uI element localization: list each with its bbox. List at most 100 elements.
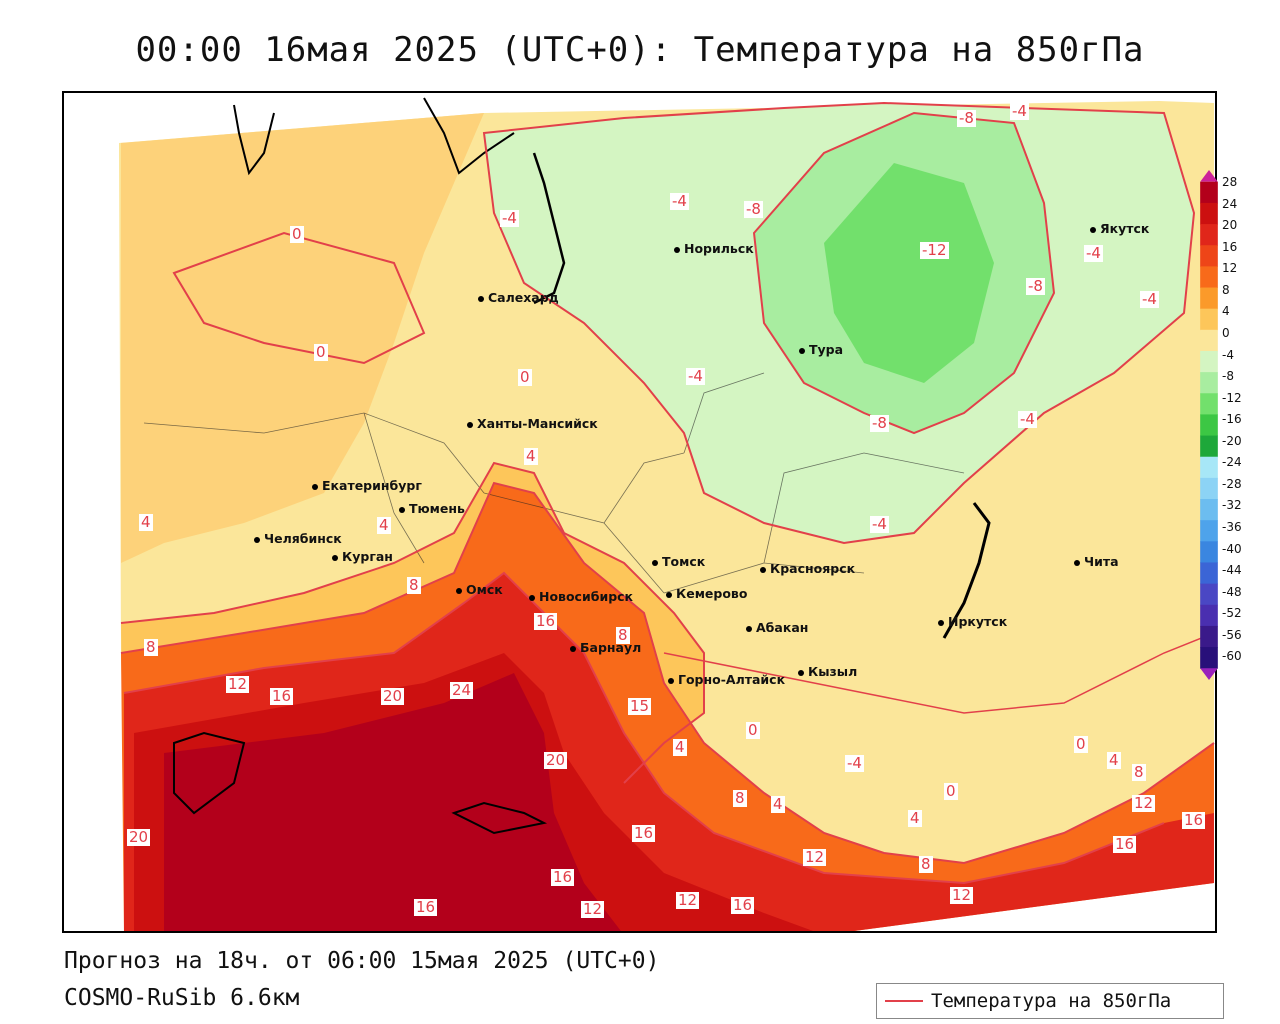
contour-label: -8: [1026, 277, 1045, 295]
scale-tick-label: -32: [1222, 498, 1242, 513]
contour-label: 0: [746, 721, 760, 739]
temperature-field: [119, 97, 1215, 931]
scale-swatch: [1200, 245, 1218, 267]
scale-tick-label: -48: [1222, 584, 1242, 599]
contour-label: 16: [1113, 835, 1137, 853]
legend: Температура на 850гПа: [876, 983, 1224, 1019]
contour-label: 12: [226, 675, 250, 693]
contour-label: 16: [270, 687, 294, 705]
contour-label: -12: [920, 241, 949, 259]
scale-min-arrow-icon: [1200, 668, 1218, 680]
contour-label: -4: [1140, 290, 1159, 308]
city-label: Тюмень: [399, 501, 465, 516]
city-label: Ханты-Мансийск: [467, 416, 598, 431]
city-dot-icon: [668, 677, 674, 684]
scale-swatch: [1200, 414, 1218, 437]
city-dot-icon: [529, 594, 535, 601]
scale-swatch: [1200, 456, 1218, 479]
city-dot-icon: [312, 483, 318, 490]
scale-max-arrow-icon: [1200, 170, 1218, 182]
city-dot-icon: [798, 669, 804, 676]
city-label: Салехард: [478, 290, 559, 305]
contour-label: 16: [731, 896, 755, 914]
contour-label: 20: [127, 828, 151, 846]
city-label: Якутск: [1090, 221, 1149, 236]
contour-label: -4: [1010, 102, 1029, 120]
contour-label: -8: [744, 200, 763, 218]
model-info: COSMO-RuSib 6.6км: [64, 985, 300, 1011]
page-title: 00:00 16мая 2025 (UTC+0): Температура на…: [135, 30, 1145, 70]
map-area[interactable]: Норильск Якутск Салехард Тура Ханты-Манс…: [62, 91, 1217, 933]
contour-label: 16: [414, 898, 438, 916]
city-label: Курган: [332, 549, 393, 564]
contour-label: 8: [616, 626, 630, 644]
scale-swatch: [1200, 583, 1218, 606]
city-label: Барнаул: [570, 640, 641, 655]
contour-label: -4: [686, 367, 705, 385]
city-label: Абакан: [746, 620, 808, 635]
scale-swatch: [1200, 266, 1218, 289]
scale-swatch: [1200, 477, 1218, 500]
scale-swatch: [1200, 224, 1218, 246]
contour-label: 12: [1132, 794, 1156, 812]
legend-label: Температура на 850гПа: [931, 990, 1172, 1012]
contour-label: 24: [450, 681, 474, 699]
contour-label: 16: [551, 868, 575, 886]
contour-label: -4: [1018, 410, 1037, 428]
contour-label: 8: [407, 576, 421, 594]
forecast-info: Прогноз на 18ч. от 06:00 15мая 2025 (UTC…: [64, 948, 660, 974]
contour-label: 16: [632, 824, 656, 842]
contour-label: 4: [771, 795, 785, 813]
contour-label: 15: [628, 697, 652, 715]
contour-label: 4: [908, 809, 922, 827]
contour-label: 0: [290, 225, 304, 243]
scale-swatch: [1200, 604, 1218, 627]
city-dot-icon: [478, 295, 484, 302]
scale-swatch: [1200, 350, 1218, 373]
city-label: Челябинск: [254, 531, 342, 546]
contour-label: -4: [870, 515, 889, 533]
scale-tick-label: -4: [1222, 347, 1234, 362]
scale-tick-label: 28: [1222, 175, 1238, 189]
scale-tick-label: -12: [1222, 390, 1242, 405]
scale-swatch: [1200, 647, 1218, 669]
scale-tick-label: -16: [1222, 412, 1242, 427]
scale-swatch: [1200, 393, 1218, 415]
contour-label: 0: [518, 368, 532, 386]
legend-line-icon: [885, 1000, 923, 1002]
contour-label: 20: [544, 751, 568, 769]
contour-label: 4: [377, 516, 391, 534]
color-scale: [1200, 170, 1218, 680]
city-dot-icon: [1090, 226, 1096, 233]
city-label: Тура: [799, 342, 843, 357]
contour-label: 0: [1074, 735, 1088, 753]
city-label: Кемерово: [666, 586, 747, 601]
scale-swatch: [1200, 625, 1218, 648]
contour-label: 8: [919, 855, 933, 873]
scale-swatch: [1200, 329, 1218, 352]
city-label: Екатеринбург: [312, 478, 422, 493]
contour-label: -4: [500, 209, 519, 227]
scale-swatch: [1200, 562, 1218, 585]
city-label: Горно-Алтайск: [668, 672, 785, 687]
contour-label: 12: [676, 891, 700, 909]
contour-label: -4: [845, 754, 864, 772]
city-dot-icon: [332, 554, 338, 561]
city-dot-icon: [652, 559, 658, 566]
scale-swatch: [1200, 541, 1218, 563]
city-dot-icon: [938, 619, 944, 626]
contour-label: -4: [670, 192, 689, 210]
city-label: Новосибирск: [529, 589, 633, 604]
contour-label: 12: [950, 886, 974, 904]
city-dot-icon: [254, 536, 260, 543]
scale-tick-label: -24: [1222, 455, 1242, 470]
contour-label: -8: [957, 109, 976, 127]
scale-swatch: [1200, 287, 1218, 310]
city-dot-icon: [799, 347, 805, 354]
scale-tick-label: -56: [1222, 627, 1242, 642]
city-label: Чита: [1074, 554, 1119, 569]
contour-label: 20: [381, 687, 405, 705]
city-dot-icon: [456, 587, 462, 594]
city-dot-icon: [467, 421, 473, 428]
scale-tick-label: 12: [1222, 261, 1238, 276]
